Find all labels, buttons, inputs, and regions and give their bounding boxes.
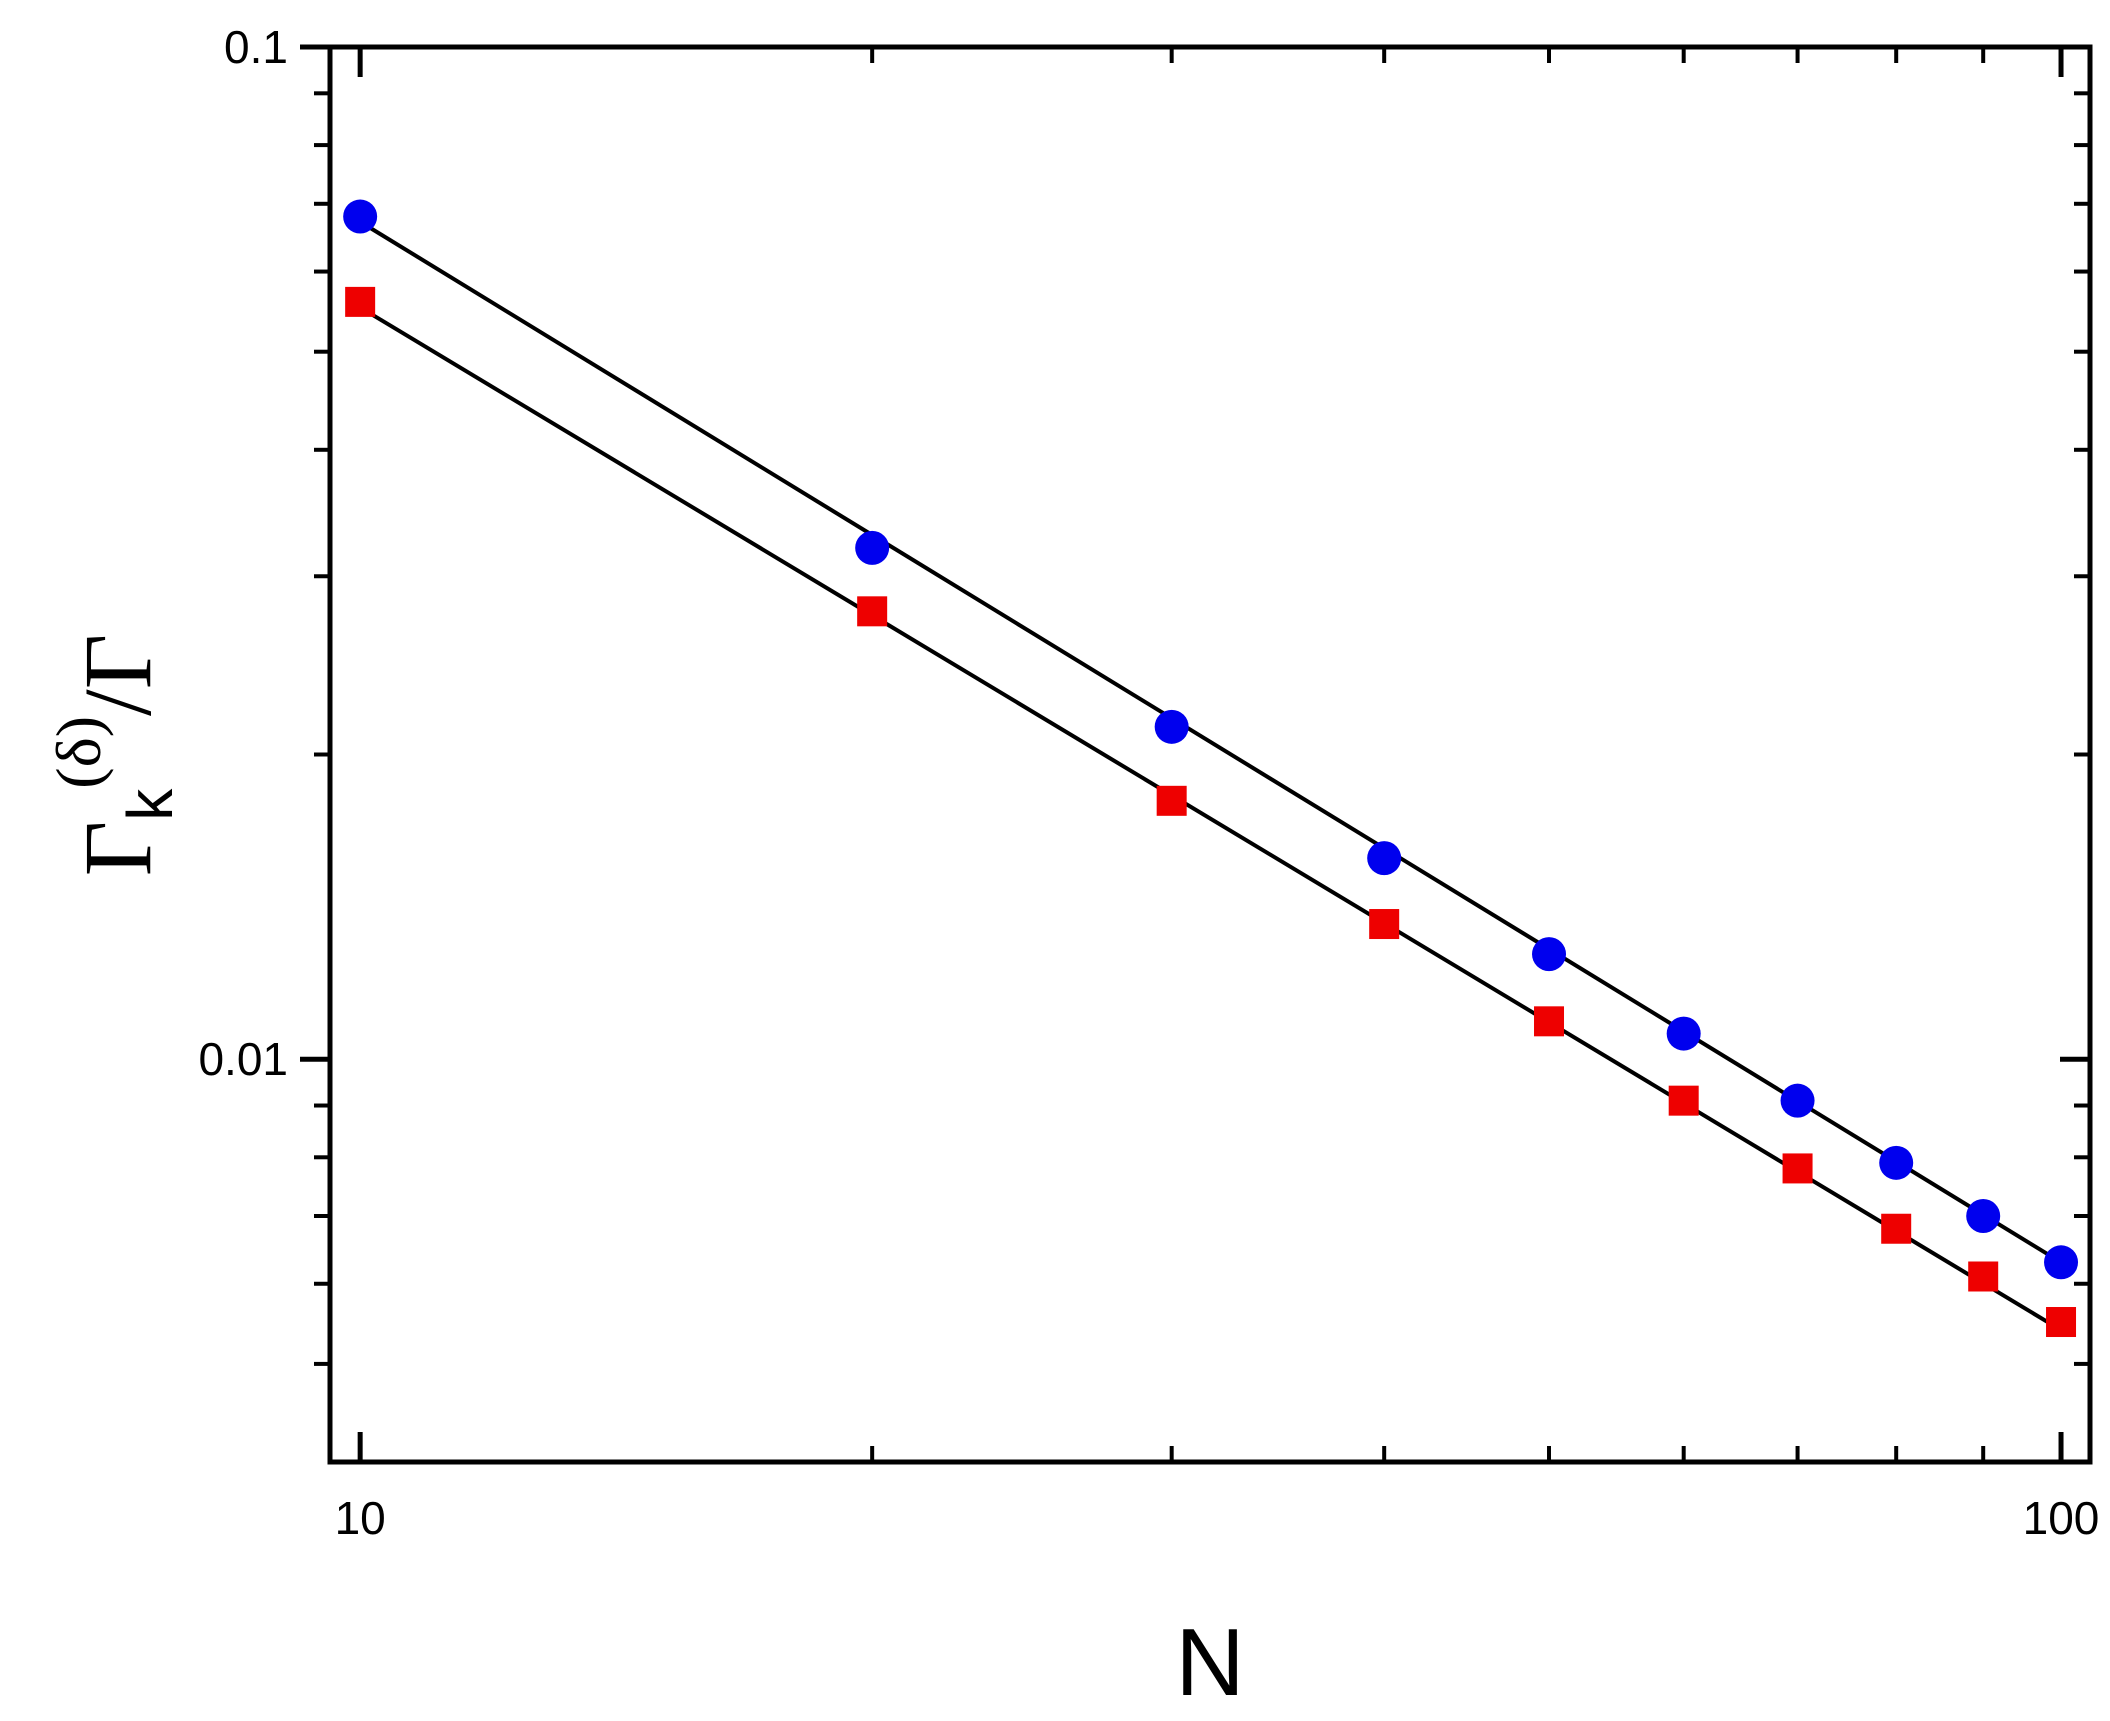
square-point bbox=[1156, 785, 1187, 816]
square-point bbox=[1968, 1261, 1999, 1292]
y-axis-title-tail: /Γ bbox=[64, 634, 171, 716]
x-tick-label: 10 bbox=[335, 1492, 386, 1544]
circle-point bbox=[343, 199, 378, 234]
fit-line bbox=[359, 305, 2063, 1332]
circle-point bbox=[1966, 1198, 2001, 1233]
circle-point bbox=[855, 530, 890, 565]
plot-frame bbox=[327, 44, 2093, 1465]
square-point bbox=[345, 286, 376, 317]
square-point bbox=[2046, 1307, 2077, 1338]
x-tick-label: 100 bbox=[2023, 1492, 2100, 1544]
square-point bbox=[1369, 909, 1400, 940]
fit-line bbox=[359, 220, 2063, 1265]
square-point bbox=[857, 596, 888, 627]
tick-labels: 10 100 0.1 0.01 bbox=[198, 21, 2099, 1544]
y-tick-label: 0.01 bbox=[198, 1033, 288, 1085]
y-tick-label: 0.1 bbox=[224, 21, 288, 73]
circle-point bbox=[1154, 709, 1189, 744]
axis-ticks bbox=[300, 44, 2090, 1462]
y-axis-title-main: Γ bbox=[64, 821, 171, 877]
square-point bbox=[1534, 1006, 1565, 1037]
x-axis-title: N bbox=[1175, 1609, 1244, 1716]
circle-point bbox=[1879, 1145, 1914, 1180]
y-axis-title: Γk(δ)/Γ bbox=[43, 634, 186, 876]
square-point bbox=[1668, 1085, 1699, 1116]
fit-lines bbox=[359, 220, 2063, 1332]
circle-point bbox=[1666, 1016, 1701, 1051]
y-axis-title-sub: k bbox=[114, 788, 186, 821]
circle-point bbox=[1780, 1083, 1815, 1118]
y-axis-title-sup: (δ) bbox=[43, 716, 114, 789]
circle-point bbox=[1532, 937, 1567, 972]
data-points bbox=[343, 199, 2079, 1338]
circle-point bbox=[1367, 841, 1402, 876]
circle-point bbox=[2044, 1245, 2079, 1280]
square-point bbox=[1881, 1213, 1912, 1244]
square-point bbox=[1782, 1153, 1813, 1184]
